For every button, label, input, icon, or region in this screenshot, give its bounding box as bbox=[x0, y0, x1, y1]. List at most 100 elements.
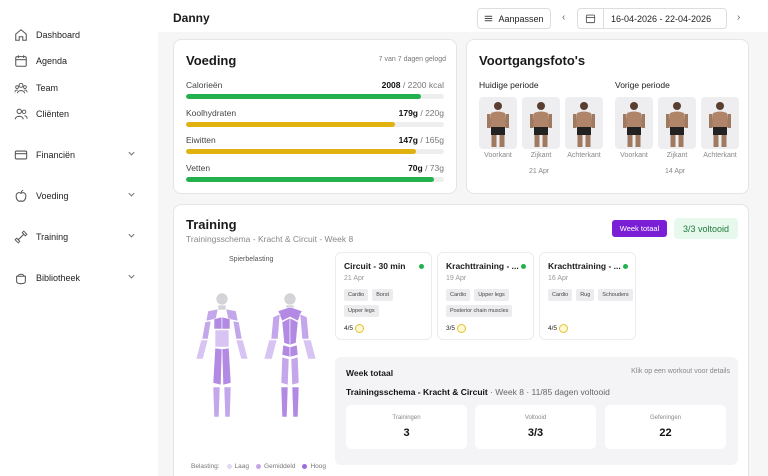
photo-caption: Achterkant bbox=[567, 152, 601, 159]
week-total-button[interactable]: Week totaal bbox=[612, 220, 667, 237]
progress-fill bbox=[186, 94, 421, 99]
prev-week-button[interactable]: ‹ bbox=[562, 12, 566, 23]
nutrition-target: / 73g bbox=[422, 162, 444, 173]
card-icon bbox=[14, 150, 28, 160]
progress-fill bbox=[186, 176, 434, 182]
photo-caption: Zijkant bbox=[530, 152, 552, 159]
week-total-panel: Week totaal Klik op een workout voor det… bbox=[335, 357, 738, 465]
workout-score: 3/5 bbox=[446, 324, 467, 333]
nutrition-value: 147g / 165g bbox=[399, 135, 444, 145]
workout-tag: Cardio bbox=[344, 289, 369, 301]
nutrition-target: / 220g bbox=[418, 107, 444, 118]
apple-icon bbox=[15, 189, 27, 202]
muscle-legend: Belasting: Laag Gemiddeld Hoog bbox=[191, 463, 326, 470]
workout-title: Circuit - 30 min bbox=[344, 261, 406, 271]
progress-photo[interactable] bbox=[615, 97, 653, 149]
progress-photo[interactable] bbox=[701, 97, 739, 149]
training-subtitle: Trainingsschema - Kracht & Circuit - Wee… bbox=[186, 234, 354, 244]
sliders-icon bbox=[485, 15, 493, 22]
workout-date: 21 Apr bbox=[344, 275, 365, 282]
sidebar-item-agenda[interactable]: Agenda bbox=[14, 51, 144, 71]
workout-card[interactable]: Circuit - 30 min 21 Apr Cardio Borst Upper l… bbox=[335, 252, 432, 340]
photos-title: Voortgangsfoto's bbox=[479, 53, 586, 68]
sidebar-item-training[interactable]: Training bbox=[14, 227, 144, 247]
calendar-icon bbox=[15, 55, 27, 67]
dumbbell-icon bbox=[14, 230, 28, 244]
sidebar-item-team[interactable]: Team bbox=[14, 78, 144, 98]
workout-date: 19 Apr bbox=[446, 275, 467, 282]
sidebar-item-dashboard[interactable]: Dashboard bbox=[14, 25, 144, 45]
workout-tag: Upper legs bbox=[344, 305, 379, 317]
nutrition-target: / 2200 kcal bbox=[400, 80, 444, 90]
current-photo-date: 21 Apr bbox=[529, 168, 550, 175]
days-logged: 7 van 7 dagen gelogd bbox=[378, 56, 446, 63]
muscle-load-label: Spierbelasting bbox=[229, 256, 274, 263]
progress-photo[interactable] bbox=[479, 97, 517, 149]
workout-tags: Cardio Upper legs Posterior chain muscles bbox=[446, 289, 532, 317]
progress-bar bbox=[186, 149, 444, 154]
next-week-button[interactable]: › bbox=[737, 12, 741, 23]
progress-fill bbox=[186, 149, 416, 154]
workout-tags: Cardio Rug Schouders bbox=[548, 289, 634, 301]
nutrition-label: Koolhydraten bbox=[186, 107, 237, 118]
body-back-figure bbox=[263, 292, 317, 418]
sidebar-item-nutrition[interactable]: Voeding bbox=[14, 186, 144, 206]
days-completed: 11/85 dagen voltooid bbox=[531, 387, 610, 397]
stat-label: Gefeningen bbox=[649, 415, 682, 421]
workout-tag: Borst bbox=[372, 289, 394, 301]
training-card: Training Trainingsschema - Kracht & Circ… bbox=[173, 204, 749, 476]
stat-value: 3 bbox=[403, 427, 410, 439]
home-icon bbox=[15, 29, 27, 41]
legend-low: Laag bbox=[234, 463, 250, 470]
progress-photo[interactable] bbox=[565, 97, 603, 149]
nutrition-label: Vetten bbox=[186, 162, 211, 173]
nutrition-row: Vetten 70g / 73g bbox=[186, 162, 444, 182]
stat-card: Trainingen 3 bbox=[346, 405, 467, 449]
sidebar-item-finances[interactable]: Financiën bbox=[14, 145, 144, 165]
progress-photo[interactable] bbox=[658, 97, 696, 149]
sidebar-item-library[interactable]: Bibliotheek bbox=[14, 268, 144, 288]
chevron-down-icon bbox=[128, 151, 135, 156]
workout-tag: Rug bbox=[576, 289, 595, 301]
schema-name: Trainingsschema - Kracht & Circuit bbox=[346, 387, 488, 397]
progress-photo[interactable] bbox=[522, 97, 560, 149]
nutrition-value: 179g / 220g bbox=[399, 108, 444, 118]
workout-card[interactable]: Krachttraining - ... 16 Apr Cardio Rug Schou… bbox=[539, 252, 636, 340]
workout-title: Krachttraining - ... bbox=[446, 261, 519, 271]
nutrition-row: Koolhydraten 179g / 220g bbox=[186, 107, 444, 127]
workout-title: Krachttraining - ... bbox=[548, 261, 621, 271]
sidebar-item-label: Training bbox=[36, 232, 69, 242]
workout-card[interactable]: Krachttraining - ... 19 Apr Cardio Upper le… bbox=[437, 252, 534, 340]
sidebar-item-label: Agenda bbox=[36, 56, 68, 66]
date-range-text: 16-04-2026 - 22-04-2026 bbox=[611, 13, 712, 24]
workout-tag: Cardio bbox=[548, 289, 573, 301]
nutrition-amount: 2008 bbox=[381, 80, 401, 90]
previous-photo-date: 14 Apr bbox=[665, 168, 686, 175]
legend-mid-dot bbox=[256, 464, 262, 469]
nutrition-amount: 70g bbox=[408, 162, 423, 173]
chevron-down-icon bbox=[128, 274, 135, 279]
progress-fill bbox=[186, 121, 395, 127]
nutrition-row: Calorieën 2008 / 2200 kcal bbox=[186, 80, 444, 99]
customize-button[interactable]: Aanpassen bbox=[477, 8, 551, 29]
nutrition-title: Voeding bbox=[186, 53, 237, 68]
sidebar-item-label: Cliënten bbox=[36, 109, 70, 119]
sidebar-item-clients[interactable]: Cliënten bbox=[14, 104, 144, 124]
legend-mid: Gemiddeld bbox=[264, 463, 296, 470]
nutrition-amount: 147g bbox=[398, 135, 418, 145]
week-panel-title: Week totaal bbox=[346, 368, 394, 378]
status-dot bbox=[623, 264, 628, 269]
stat-value: 22 bbox=[659, 427, 672, 439]
progress-photos-card: Voortgangsfoto's Huidige periode Vorige … bbox=[466, 39, 749, 194]
legend-title: Belasting: bbox=[191, 463, 220, 470]
completed-badge: 3/3 voltooid bbox=[674, 218, 738, 239]
main-content: Danny Aanpassen ‹ 16-04-2026 - 22-04-202… bbox=[158, 0, 768, 476]
smiley-icon bbox=[355, 324, 365, 333]
workout-tag: Posterior chain muscles bbox=[446, 305, 513, 317]
stat-label: Voltooid bbox=[524, 415, 547, 421]
stat-label: Trainingen bbox=[392, 415, 421, 421]
nutrition-amount: 179g bbox=[398, 107, 418, 118]
date-range-picker[interactable]: 16-04-2026 - 22-04-2026 bbox=[577, 8, 727, 29]
muscle-map bbox=[195, 292, 317, 418]
photo-caption: Voorkant bbox=[484, 152, 512, 159]
